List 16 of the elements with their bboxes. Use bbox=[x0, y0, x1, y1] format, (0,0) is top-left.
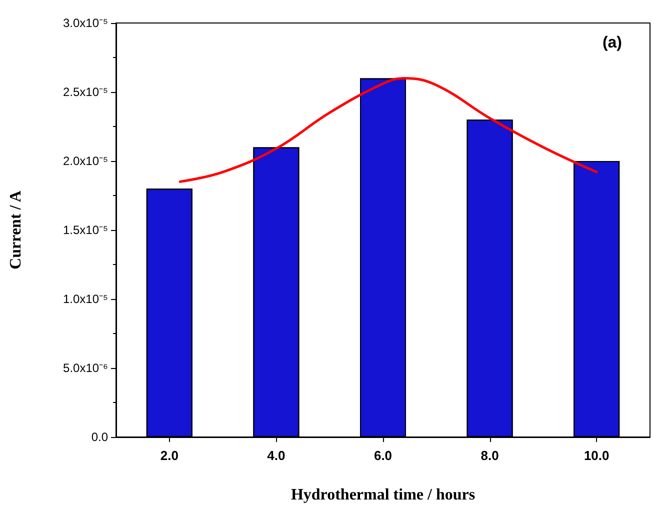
x-tick-label: 10.0 bbox=[584, 448, 610, 463]
y-tick-label: 1.5x10⁻⁵ bbox=[62, 223, 108, 237]
x-tick-label: 2.0 bbox=[160, 448, 178, 463]
y-tick-label: 0.0 bbox=[91, 430, 108, 444]
y-tick-label: 1.0x10⁻⁵ bbox=[62, 292, 108, 306]
x-tick-label: 6.0 bbox=[374, 448, 392, 463]
y-tick-label: 2.0x10⁻⁵ bbox=[62, 154, 108, 168]
x-tick-label: 4.0 bbox=[267, 448, 286, 463]
y-tick-label: 5.0x10⁻⁶ bbox=[63, 361, 108, 375]
line-series bbox=[178, 76, 598, 183]
y-tick-label: 2.5x10⁻⁵ bbox=[62, 85, 108, 99]
y-axis-title: Current / A bbox=[8, 190, 24, 270]
x-axis-title: Hydrothermal time / hours bbox=[290, 486, 476, 504]
annotation: (a) bbox=[602, 34, 622, 52]
x-tick-label: 8.0 bbox=[480, 448, 499, 463]
y-tick-label: 3.0x10⁻⁵ bbox=[62, 16, 108, 30]
